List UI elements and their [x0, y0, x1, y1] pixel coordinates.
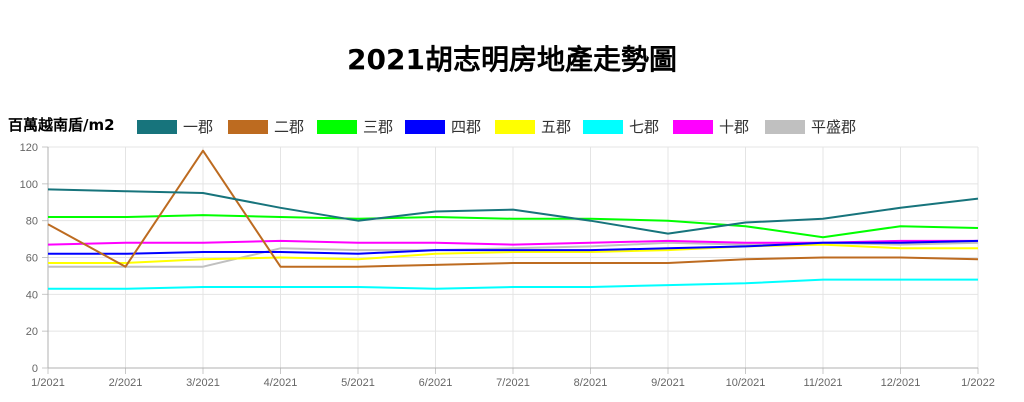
legend-swatch	[405, 120, 445, 134]
legend-label: 四郡	[451, 118, 481, 136]
y-tick-label: 0	[32, 363, 38, 375]
x-tick-label: 7/2021	[496, 377, 530, 389]
x-tick-label: 12/2021	[881, 377, 921, 389]
y-tick-label: 100	[20, 179, 38, 191]
x-tick-label: 1/2021	[31, 377, 65, 389]
legend-label: 二郡	[274, 118, 304, 136]
legend-swatch	[765, 120, 805, 134]
legend-label: 三郡	[363, 118, 393, 136]
series-line-二郡	[47, 149, 979, 268]
legend-label: 十郡	[719, 118, 749, 136]
legend-swatch	[228, 120, 268, 134]
series-line-五郡	[48, 243, 978, 264]
legend-item: 平盛郡	[765, 118, 856, 136]
series-line-一郡	[47, 188, 979, 235]
series-line-四郡	[48, 239, 979, 255]
chart-title: 2021胡志明房地產走勢圖	[347, 43, 677, 76]
y-axis-unit-label: 百萬越南盾/m2	[8, 116, 115, 134]
x-tick-label: 2/2021	[109, 377, 143, 389]
legend-swatch	[317, 120, 357, 134]
x-tick-label: 11/2021	[804, 377, 843, 389]
y-tick-label: 40	[26, 289, 38, 301]
legend-swatch	[137, 120, 177, 134]
y-tick-label: 120	[20, 142, 38, 154]
x-tick-label: 8/2021	[574, 377, 608, 389]
x-tick-label: 9/2021	[651, 377, 685, 389]
legend-item: 七郡	[583, 118, 659, 136]
legend-item: 三郡	[317, 118, 393, 136]
legend: 一郡 二郡 三郡 四郡 五郡 七郡 十郡 平盛郡	[137, 118, 856, 136]
x-tick-label: 10/2021	[726, 377, 766, 389]
legend-swatch	[583, 120, 623, 134]
legend-label: 五郡	[541, 118, 571, 136]
legend-label: 一郡	[183, 118, 213, 136]
legend-label: 七郡	[629, 118, 659, 136]
x-tick-label: 5/2021	[341, 377, 375, 389]
x-tick-label: 6/2021	[419, 377, 453, 389]
axes: 0 20 40 60 80 100 120 1/2021 2/2021 3/2021 4/2021 5…	[20, 142, 995, 389]
series-lines	[47, 149, 979, 290]
legend-item: 十郡	[673, 118, 749, 136]
y-tick-label: 20	[26, 326, 38, 338]
x-tick-label: 4/2021	[264, 377, 298, 389]
x-tick-label: 3/2021	[186, 377, 220, 389]
legend-item: 二郡	[228, 118, 304, 136]
legend-swatch	[495, 120, 535, 134]
legend-item: 四郡	[405, 118, 481, 136]
legend-swatch	[673, 120, 713, 134]
y-tick-label: 80	[26, 216, 38, 228]
series-line-七郡	[48, 278, 978, 290]
y-tick-label: 60	[26, 253, 38, 265]
series-line-三郡	[48, 214, 979, 239]
legend-label: 平盛郡	[811, 118, 856, 136]
legend-item: 一郡	[137, 118, 213, 136]
legend-item: 五郡	[495, 118, 571, 136]
x-tick-label: 1/2022	[961, 377, 995, 389]
